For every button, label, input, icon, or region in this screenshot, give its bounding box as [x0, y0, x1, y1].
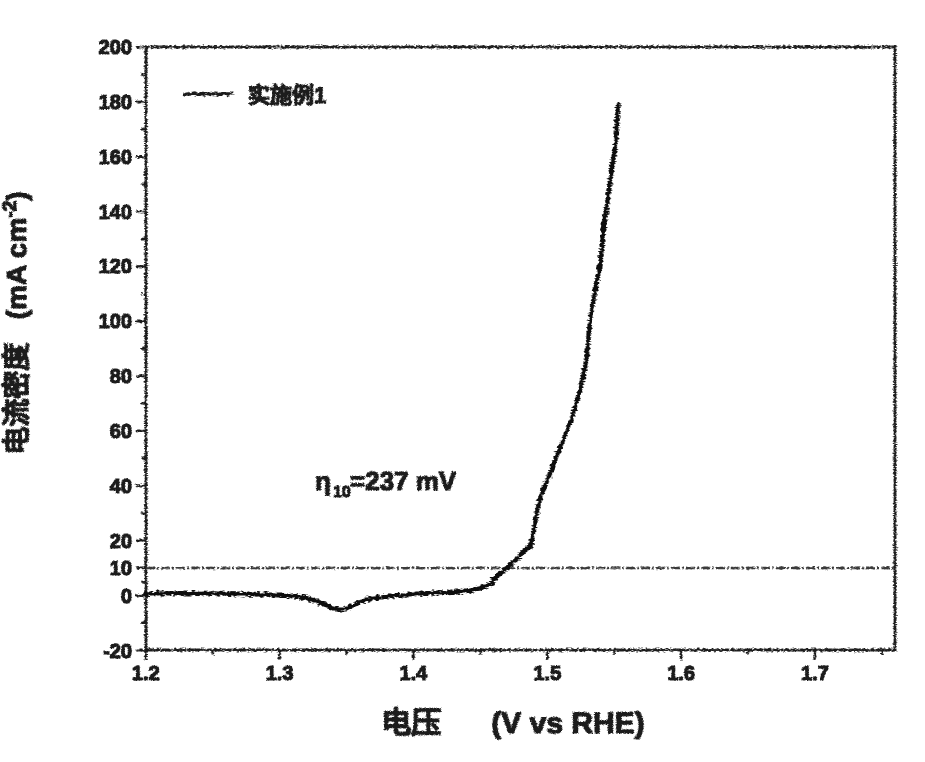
svg-text:=237 mV: =237 mV: [350, 466, 457, 496]
svg-text:0: 0: [121, 586, 132, 608]
svg-text:1.2: 1.2: [132, 663, 160, 685]
svg-text:20: 20: [110, 531, 132, 553]
svg-text:80: 80: [110, 366, 132, 388]
svg-text:100: 100: [99, 311, 132, 333]
svg-text:1.7: 1.7: [801, 663, 829, 685]
svg-text:180: 180: [99, 92, 132, 114]
svg-text:1.5: 1.5: [533, 663, 561, 685]
svg-text:120: 120: [99, 256, 132, 278]
svg-text:实施例1: 实施例1: [248, 83, 326, 108]
svg-text:40: 40: [110, 476, 132, 498]
svg-text:10: 10: [333, 484, 351, 501]
svg-text:160: 160: [99, 147, 132, 169]
svg-text:-20: -20: [103, 641, 132, 663]
svg-text:η: η: [315, 466, 331, 496]
svg-text:电压 (V vs RHE): 电压 (V vs RHE): [381, 707, 644, 740]
svg-text:电流密度 (mA cm-2): 电流密度 (mA cm-2): [0, 191, 32, 454]
svg-text:60: 60: [110, 421, 132, 443]
svg-text:200: 200: [99, 37, 132, 59]
svg-text:140: 140: [99, 202, 132, 224]
svg-text:10: 10: [110, 558, 132, 580]
svg-text:1.3: 1.3: [266, 663, 294, 685]
svg-text:1.6: 1.6: [667, 663, 695, 685]
svg-text:1.4: 1.4: [399, 663, 428, 685]
